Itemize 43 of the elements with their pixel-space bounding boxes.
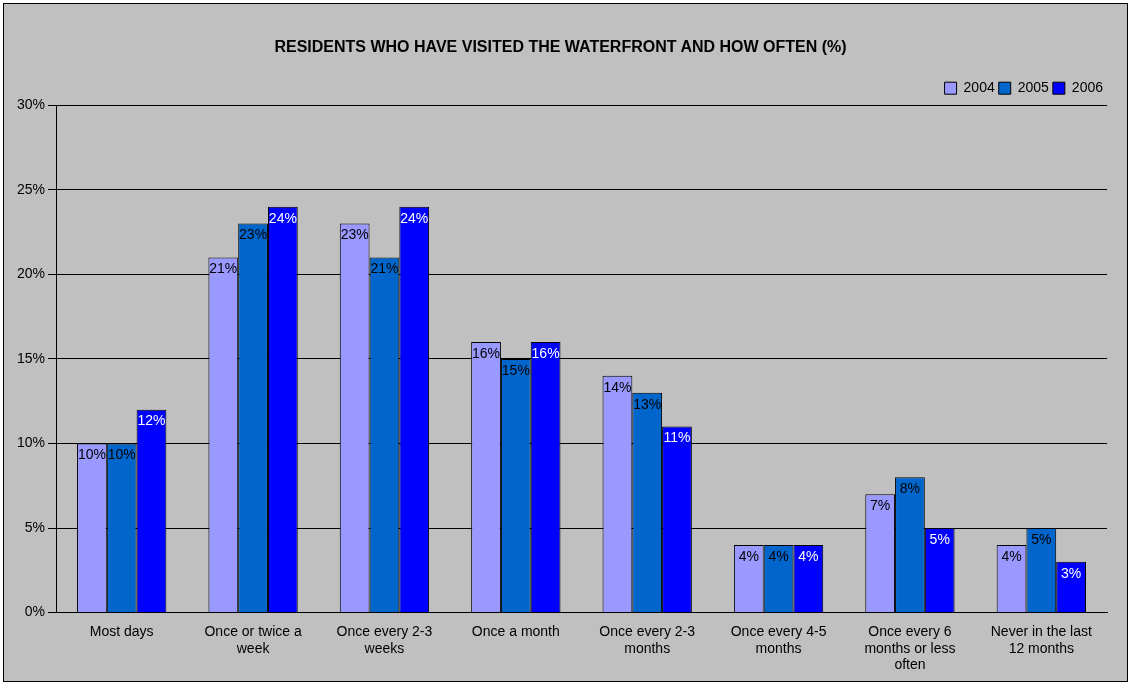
data-label: 4%: [798, 547, 819, 564]
x-tick-label: Never in the last 12 months: [990, 622, 1092, 656]
y-tick-label: 15%: [16, 349, 46, 366]
y-tick-label: 25%: [16, 180, 46, 197]
data-label: 21%: [209, 260, 238, 277]
x-tick-label: Once every 6 months or less often: [864, 622, 956, 673]
data-label: 23%: [340, 226, 369, 243]
legend-label: 2005: [1017, 79, 1050, 96]
data-label: 4%: [738, 547, 759, 564]
data-label: 15%: [501, 361, 530, 378]
y-tick-label: 0%: [24, 603, 46, 620]
y-tick-label: 30%: [16, 96, 46, 113]
data-label: 5%: [1031, 530, 1052, 547]
data-label: 24%: [400, 209, 429, 226]
data-label: 14%: [603, 378, 632, 395]
y-tick-label: 10%: [16, 434, 46, 451]
data-label: 12%: [137, 412, 166, 429]
y-tick-label: 20%: [16, 265, 46, 282]
x-tick-label: Once every 4-5 months: [730, 622, 827, 656]
data-label: 16%: [531, 344, 560, 361]
data-label: 10%: [107, 446, 136, 463]
legend-label: 2006: [1071, 79, 1104, 96]
data-label: 13%: [633, 395, 662, 412]
data-label: 24%: [268, 209, 297, 226]
data-label: 4%: [768, 547, 789, 564]
data-label: 3%: [1060, 564, 1082, 581]
data-label: 23%: [239, 226, 268, 243]
x-tick-label: Once a month: [471, 622, 560, 639]
data-label: 16%: [472, 344, 501, 361]
x-tick-label: Once every 2-3 weeks: [336, 622, 433, 656]
x-tick-label: Most days: [89, 622, 154, 639]
data-label: 10%: [77, 446, 106, 463]
data-label: 5%: [929, 530, 950, 547]
data-label: 7%: [870, 497, 891, 514]
y-tick-label: 5%: [24, 518, 46, 535]
data-label: 11%: [663, 429, 691, 446]
x-tick-label: Once or twice a week: [204, 622, 302, 656]
chart-title: RESIDENTS WHO HAVE VISITED THE WATERFRONT AND HOW OFTEN (%): [274, 38, 847, 56]
legend-label: 2004: [963, 79, 995, 96]
x-tick-label: Once every 2-3 months: [599, 622, 696, 656]
data-label: 21%: [370, 260, 399, 277]
data-label: 4%: [1001, 547, 1022, 564]
data-label: 8%: [899, 480, 921, 497]
